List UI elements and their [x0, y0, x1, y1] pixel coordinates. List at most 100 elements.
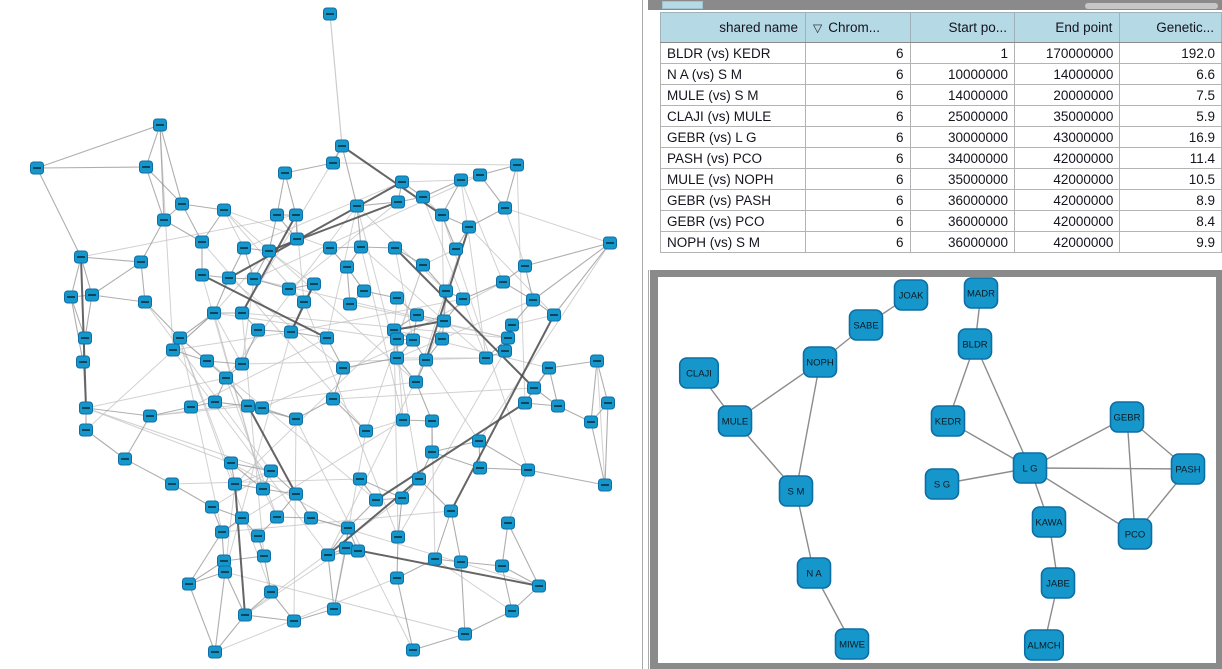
overview-node[interactable] [138, 295, 152, 309]
overview-node[interactable] [409, 375, 423, 389]
overview-node[interactable] [262, 244, 276, 258]
overview-node[interactable] [218, 565, 232, 579]
overview-node[interactable] [601, 396, 615, 410]
table-cell[interactable]: 6 [805, 210, 911, 232]
overview-node[interactable] [235, 357, 249, 371]
table-row[interactable]: MULE (vs) NOPH 6 35000000 42000000 10.5 [659, 168, 1222, 190]
table-cell[interactable]: 10.5 [1119, 168, 1222, 190]
column-header-1[interactable]: ▽ Chrom... [805, 12, 911, 43]
overview-node[interactable] [526, 293, 540, 307]
overview-node[interactable] [350, 199, 364, 213]
overview-node[interactable] [323, 7, 337, 21]
overview-node[interactable] [521, 463, 535, 477]
table-cell[interactable]: 20000000 [1014, 84, 1121, 106]
overview-node[interactable] [395, 175, 409, 189]
table-cell[interactable]: PASH (vs) PCO [659, 147, 807, 169]
table-cell[interactable]: 9.9 [1119, 231, 1222, 253]
table-cell[interactable]: 42000000 [1014, 231, 1121, 253]
overview-node[interactable] [78, 331, 92, 345]
table-cell[interactable]: GEBR (vs) PCO [659, 210, 807, 232]
overview-node[interactable] [184, 400, 198, 414]
overview-node[interactable] [289, 487, 303, 501]
overview-node[interactable] [143, 409, 157, 423]
node-PCO[interactable]: PCO [1117, 518, 1153, 550]
overview-node[interactable] [454, 555, 468, 569]
overview-node[interactable] [335, 139, 349, 153]
overview-node[interactable] [351, 544, 365, 558]
table-cell[interactable]: 25000000 [909, 105, 1016, 127]
table-row[interactable]: GEBR (vs) PASH 6 36000000 42000000 8.9 [659, 189, 1222, 211]
overview-node[interactable] [416, 190, 430, 204]
overview-node[interactable] [435, 332, 449, 346]
overview-node[interactable] [217, 203, 231, 217]
overview-node[interactable] [282, 282, 296, 296]
overview-node[interactable] [165, 477, 179, 491]
overview-node[interactable] [251, 529, 265, 543]
overview-node[interactable] [353, 472, 367, 486]
overview-node[interactable] [278, 166, 292, 180]
node-MULE[interactable]: MULE [717, 405, 753, 437]
overview-node[interactable] [290, 232, 304, 246]
network-edge[interactable] [795, 361, 821, 492]
table-cell[interactable]: 6 [805, 42, 911, 64]
overview-node[interactable] [76, 355, 90, 369]
table-tab[interactable] [662, 1, 703, 9]
overview-node[interactable] [264, 464, 278, 478]
node-JOAK[interactable]: JOAK [893, 279, 929, 311]
node-PASH[interactable]: PASH [1170, 453, 1206, 485]
table-row[interactable]: GEBR (vs) L G 6 30000000 43000000 16.9 [659, 126, 1222, 148]
column-header-3[interactable]: End point [1014, 12, 1121, 43]
overview-node[interactable] [416, 258, 430, 272]
overview-node[interactable] [473, 168, 487, 182]
overview-node[interactable] [79, 423, 93, 437]
overview-node[interactable] [359, 424, 373, 438]
overview-node[interactable] [304, 511, 318, 525]
table-cell[interactable]: 42000000 [1014, 189, 1121, 211]
table-cell[interactable]: 6 [805, 189, 911, 211]
overview-node[interactable] [30, 161, 44, 175]
table-row[interactable]: BLDR (vs) KEDR 6 1 170000000 192.0 [659, 42, 1222, 64]
overview-node[interactable] [339, 541, 353, 555]
overview-node[interactable] [215, 525, 229, 539]
overview-node[interactable] [449, 242, 463, 256]
overview-node[interactable] [495, 559, 509, 573]
overview-node[interactable] [289, 208, 303, 222]
overview-node[interactable] [388, 241, 402, 255]
table-cell[interactable]: GEBR (vs) PASH [659, 189, 807, 211]
overview-node[interactable] [501, 331, 515, 345]
overview-node[interactable] [166, 343, 180, 357]
overview-node[interactable] [157, 213, 171, 227]
overview-node[interactable] [219, 371, 233, 385]
overview-node[interactable] [251, 323, 265, 337]
overview-node[interactable] [396, 413, 410, 427]
overview-node[interactable] [496, 275, 510, 289]
overview-node[interactable] [255, 401, 269, 415]
overview-node[interactable] [406, 643, 420, 657]
overview-node[interactable] [462, 220, 476, 234]
overview-node[interactable] [458, 627, 472, 641]
table-cell[interactable]: 6 [805, 84, 911, 106]
table-row[interactable]: CLAJI (vs) MULE 6 25000000 35000000 5.9 [659, 105, 1222, 127]
overview-node[interactable] [307, 277, 321, 291]
table-cell[interactable]: 43000000 [1014, 126, 1121, 148]
node-SABE[interactable]: SABE [848, 309, 884, 341]
overview-node[interactable] [323, 241, 337, 255]
overview-node[interactable] [235, 306, 249, 320]
overview-node[interactable] [208, 395, 222, 409]
table-cell[interactable]: BLDR (vs) KEDR [659, 42, 807, 64]
overview-node[interactable] [336, 361, 350, 375]
table-cell[interactable]: 8.4 [1119, 210, 1222, 232]
overview-node[interactable] [390, 291, 404, 305]
table-cell[interactable]: 7.5 [1119, 84, 1222, 106]
overview-node[interactable] [501, 516, 515, 530]
table-cell[interactable]: 14000000 [909, 84, 1016, 106]
overview-node[interactable] [390, 571, 404, 585]
overview-node[interactable] [297, 295, 311, 309]
overview-node[interactable] [326, 392, 340, 406]
network-edge[interactable] [1029, 467, 1136, 535]
overview-node[interactable] [369, 493, 383, 507]
table-cell[interactable]: MULE (vs) NOPH [659, 168, 807, 190]
table-cell[interactable]: NOPH (vs) S M [659, 231, 807, 253]
table-cell[interactable]: 35000000 [909, 168, 1016, 190]
overview-node[interactable] [406, 333, 420, 347]
